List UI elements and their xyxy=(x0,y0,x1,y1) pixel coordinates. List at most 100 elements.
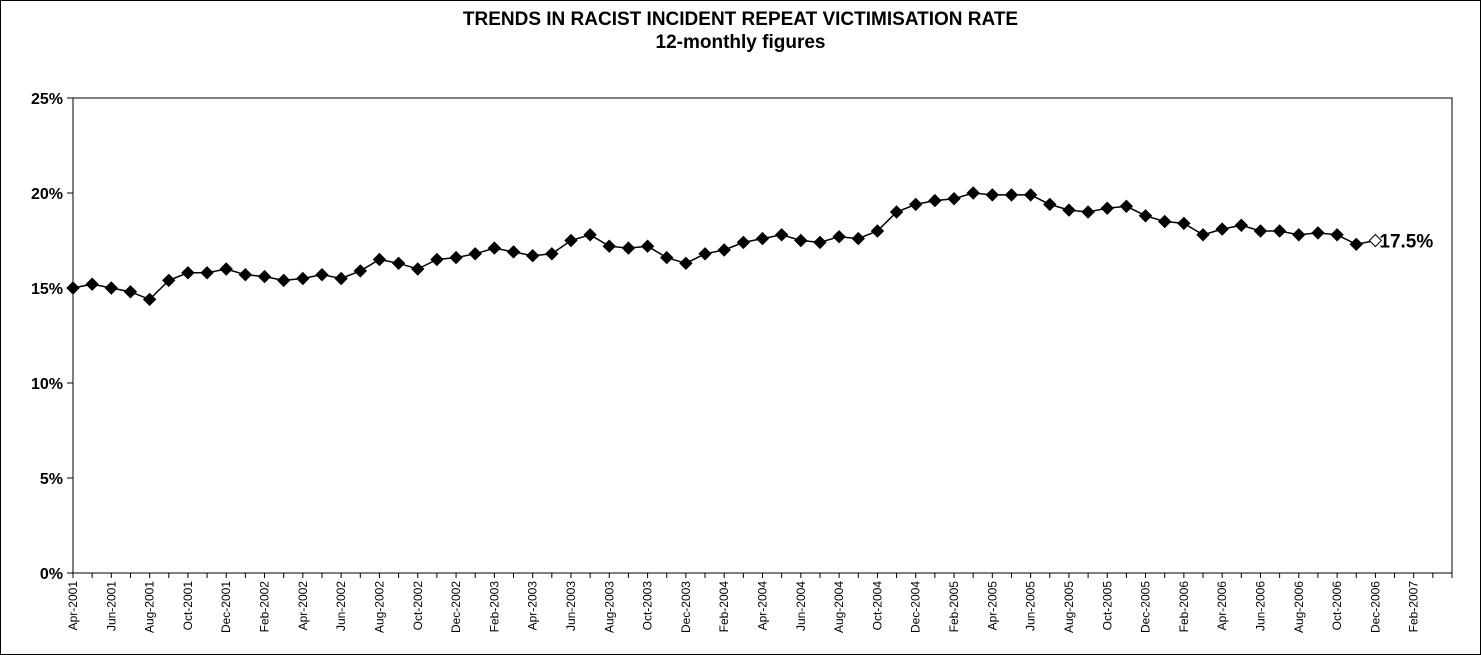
x-tick-label: Oct-2005 xyxy=(1100,581,1114,631)
data-point xyxy=(1349,237,1363,252)
data-point xyxy=(851,231,865,246)
data-point xyxy=(698,247,712,261)
x-tick-label: Oct-2004 xyxy=(870,581,884,631)
data-point xyxy=(1023,188,1038,202)
data-point xyxy=(545,247,559,261)
x-tick-label: Aug-2002 xyxy=(372,581,386,633)
x-tick-label: Apr-2003 xyxy=(526,581,540,631)
data-point xyxy=(430,252,444,267)
x-axis: Apr-2001 Jun-2001 Aug-2001 Oct-2001 Dec-2001… xyxy=(66,573,1453,633)
x-tick-label: Apr-2006 xyxy=(1215,581,1229,631)
x-tick-label: Aug-2005 xyxy=(1062,581,1076,633)
y-axis: 0% 5% 10% 15% 20% 25% xyxy=(31,91,73,583)
chart-title: TRENDS IN RACIST INCIDENT REPEAT VICTIMI… xyxy=(462,9,1019,30)
data-point xyxy=(276,273,291,288)
data-point xyxy=(200,266,214,280)
data-point xyxy=(315,267,329,282)
data-point xyxy=(583,228,597,242)
x-tick-label: Dec-2005 xyxy=(1139,581,1153,633)
x-tick-label: Apr-2001 xyxy=(66,581,80,631)
x-tick-label: Dec-2004 xyxy=(909,581,923,633)
x-tick-label: Jun-2002 xyxy=(334,581,348,631)
data-point xyxy=(372,252,387,267)
x-tick-label: Jun-2005 xyxy=(1024,581,1038,631)
x-tick-label: Feb-2005 xyxy=(947,581,961,633)
data-point xyxy=(832,229,846,244)
data-point xyxy=(928,193,942,208)
data-point xyxy=(1119,199,1134,214)
y-tick-label: 15% xyxy=(31,281,63,298)
x-tick-label: Dec-2006 xyxy=(1368,581,1382,633)
y-tick-label: 20% xyxy=(31,186,63,203)
data-point xyxy=(296,271,310,286)
x-tick-label: Oct-2006 xyxy=(1330,581,1344,631)
data-point xyxy=(1100,201,1114,215)
x-tick-label: Feb-2007 xyxy=(1407,581,1421,633)
data-point xyxy=(85,277,99,291)
data-point xyxy=(219,262,233,276)
data-point xyxy=(391,256,406,271)
data-point xyxy=(487,241,502,255)
data-point xyxy=(123,285,138,299)
data-point xyxy=(660,250,674,265)
y-tick-label: 5% xyxy=(40,471,63,488)
data-point xyxy=(506,245,521,259)
data-point xyxy=(947,191,961,206)
data-point xyxy=(1330,228,1344,242)
data-point xyxy=(1253,224,1268,238)
data-point xyxy=(966,186,980,200)
data-point xyxy=(1292,228,1306,242)
data-point xyxy=(257,269,272,284)
data-point xyxy=(1004,188,1019,202)
data-point xyxy=(1138,209,1153,223)
y-tick-label: 10% xyxy=(31,376,63,393)
data-point xyxy=(1272,224,1287,238)
x-tick-label: Aug-2003 xyxy=(602,581,616,633)
data-point xyxy=(794,233,808,248)
data-point xyxy=(1368,233,1383,248)
data-point xyxy=(1177,216,1191,231)
data-point xyxy=(889,205,904,219)
y-tick-label: 0% xyxy=(40,566,63,583)
data-point xyxy=(564,233,578,248)
data-point xyxy=(755,231,770,246)
data-point xyxy=(774,228,789,242)
data-point xyxy=(411,262,425,276)
data-point xyxy=(717,243,731,257)
x-tick-label: Oct-2001 xyxy=(181,581,195,631)
data-point xyxy=(66,281,80,295)
data-point xyxy=(1196,228,1210,242)
x-tick-label: Jun-2004 xyxy=(794,581,808,631)
x-tick-label: Feb-2002 xyxy=(258,581,272,633)
x-tick-label: Oct-2002 xyxy=(411,581,425,631)
x-tick-label: Aug-2006 xyxy=(1292,581,1306,633)
data-point xyxy=(468,247,482,261)
data-point xyxy=(525,248,540,263)
data-point xyxy=(162,273,176,288)
x-tick-label: Jun-2003 xyxy=(564,581,578,631)
x-tick-label: Feb-2003 xyxy=(487,581,501,633)
data-label-last: 17.5% xyxy=(1379,232,1433,253)
data-point xyxy=(334,271,348,286)
x-tick-label: Oct-2003 xyxy=(641,581,655,631)
data-point xyxy=(238,267,253,282)
chart-subtitle: 12-monthly figures xyxy=(655,32,826,53)
x-tick-label: Aug-2004 xyxy=(832,581,846,633)
series-layer: 17.5% xyxy=(66,186,1433,307)
data-point xyxy=(181,266,195,280)
data-point xyxy=(736,235,751,250)
x-tick-label: Dec-2001 xyxy=(219,581,233,633)
x-tick-label: Jun-2001 xyxy=(104,581,118,631)
data-point xyxy=(449,250,463,265)
data-point xyxy=(679,256,693,271)
data-point xyxy=(142,292,157,307)
data-point xyxy=(640,239,655,253)
x-tick-label: Dec-2002 xyxy=(449,581,463,633)
data-point xyxy=(985,188,1000,202)
x-tick-label: Apr-2002 xyxy=(296,581,310,631)
data-point xyxy=(1062,203,1076,217)
data-point xyxy=(602,239,616,253)
data-point xyxy=(1311,226,1325,240)
